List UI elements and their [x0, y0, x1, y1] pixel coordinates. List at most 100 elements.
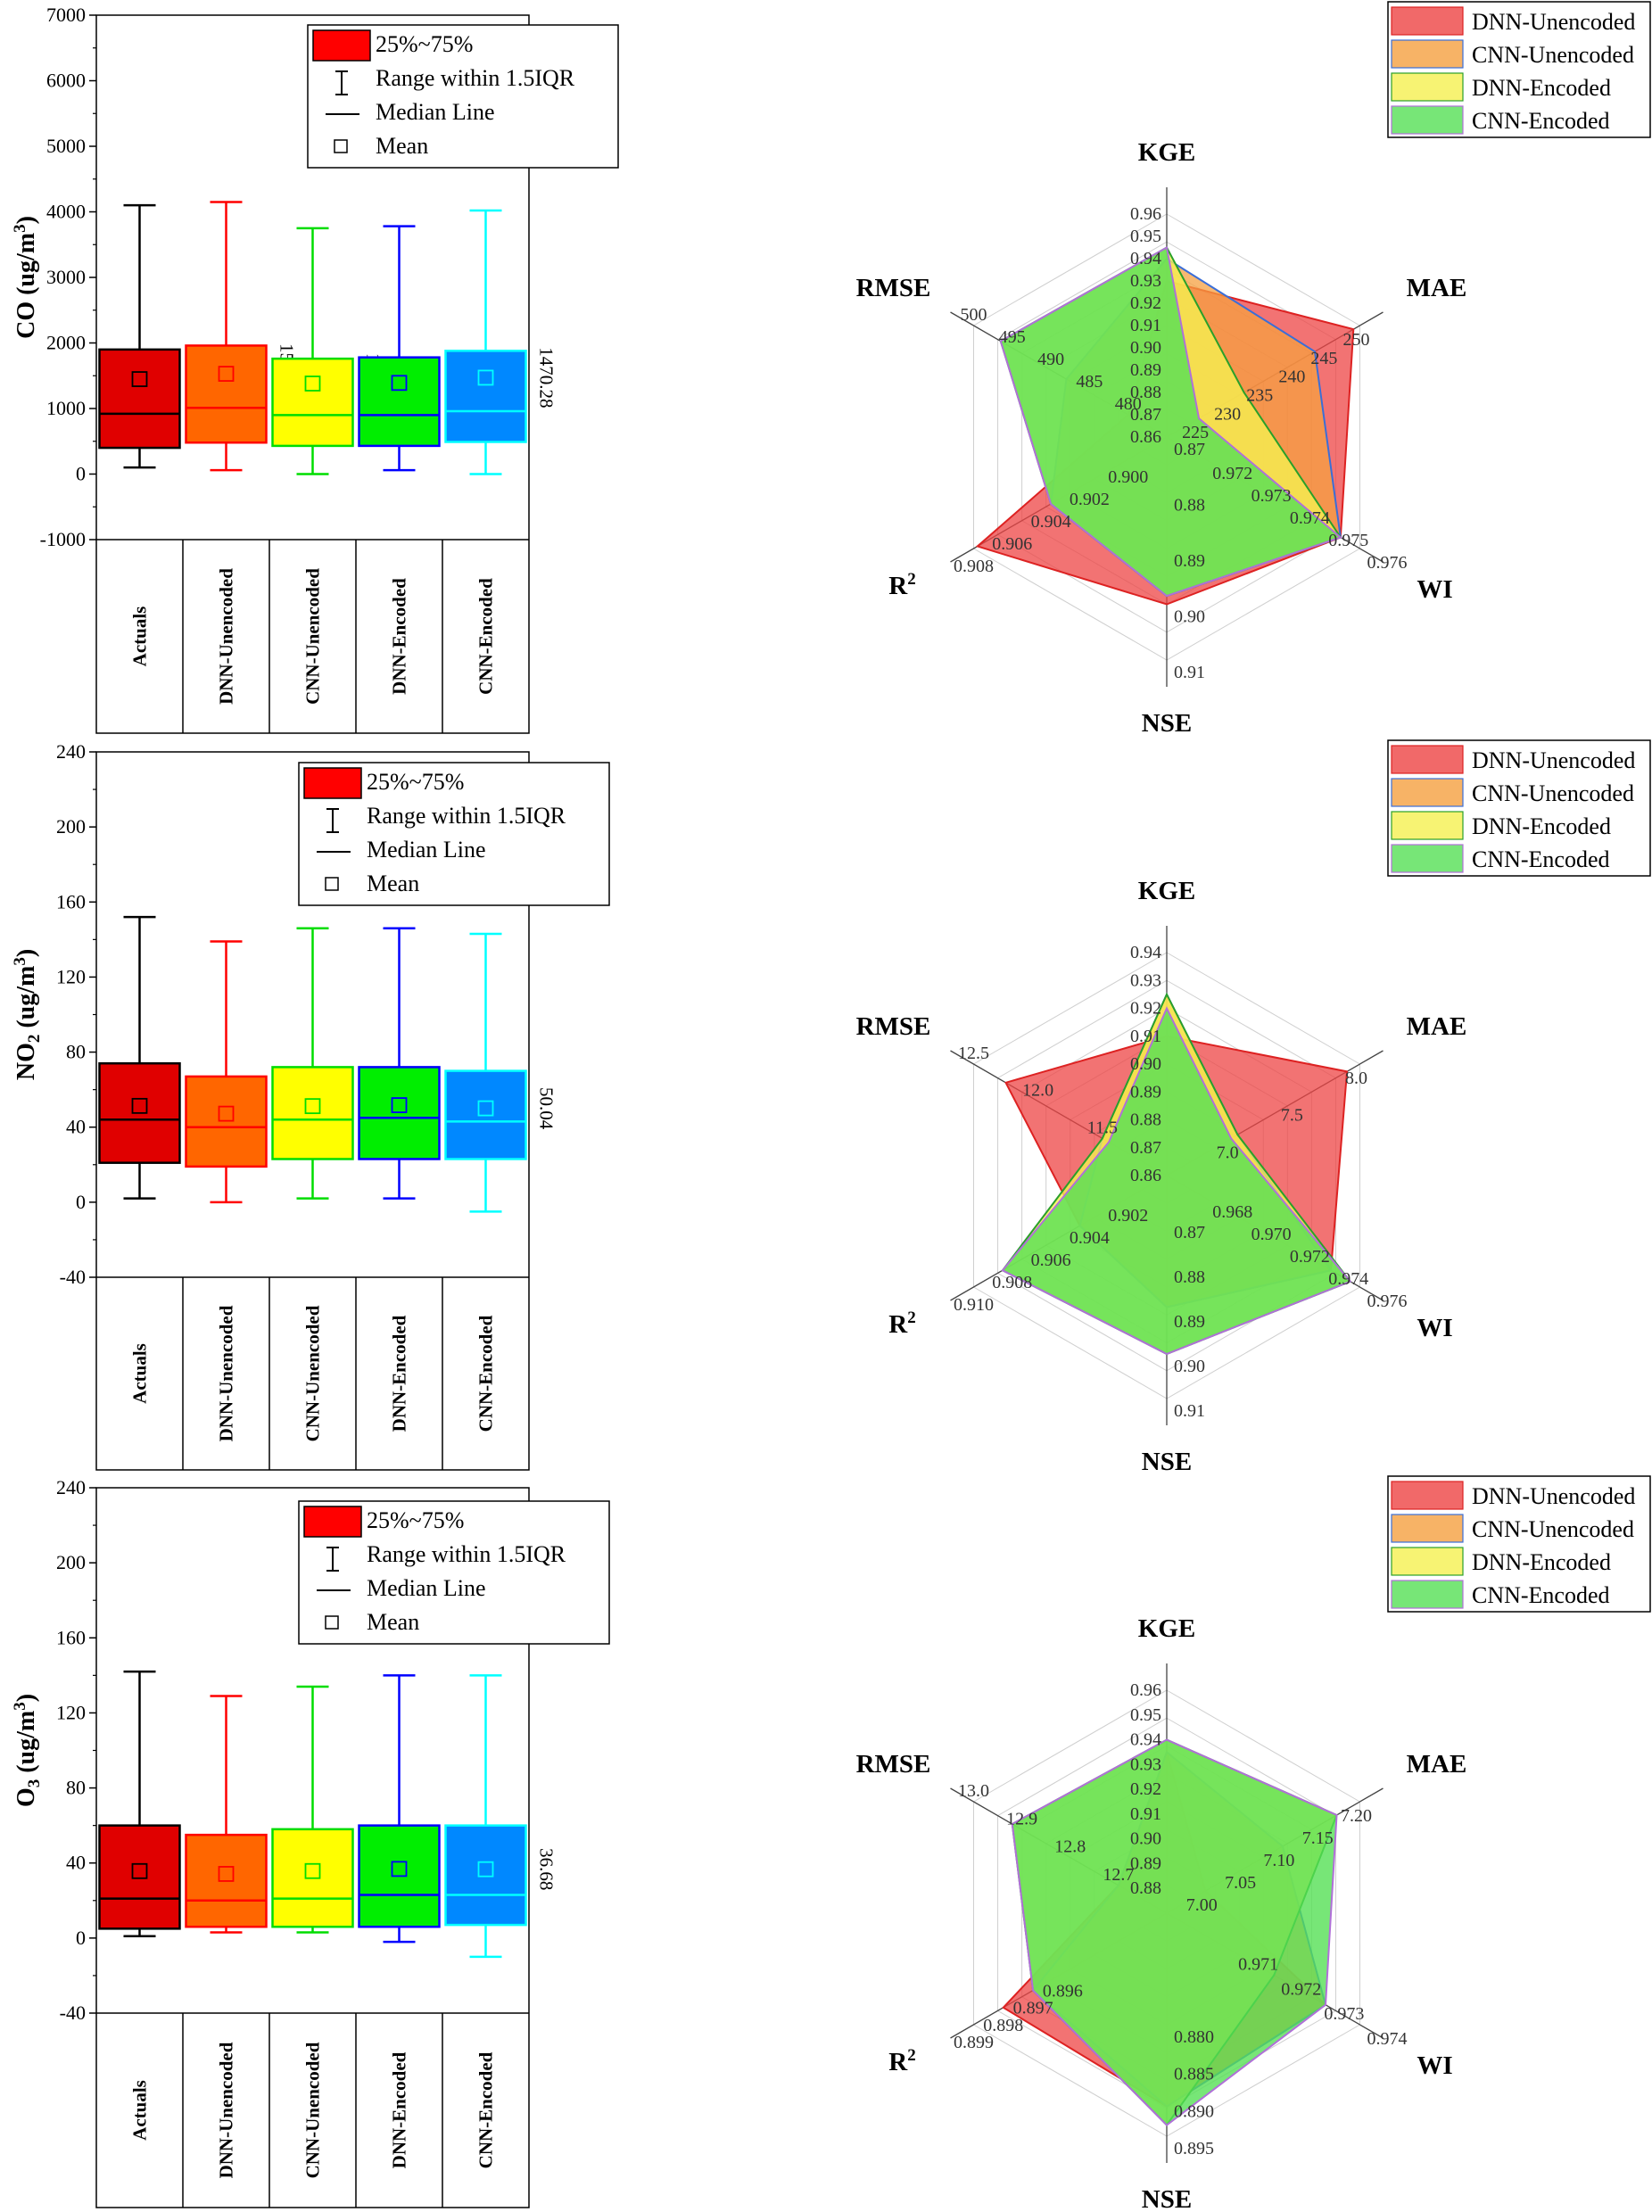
radar-tick-label: 245: [1310, 349, 1337, 368]
legend-mean-label: Mean: [376, 133, 428, 159]
radar-axis-name: WI: [1417, 575, 1452, 604]
radar-axis-name: WI: [1417, 1314, 1452, 1342]
radar-tick-label: 7.10: [1263, 1851, 1294, 1870]
radar-legend: DNN-Unencoded CNN-Unencoded DNN-Encoded CNN…: [1387, 739, 1651, 877]
radar-tick-label: 0.906: [992, 534, 1032, 554]
legend-swatch: [1391, 844, 1464, 873]
radar-tick-label: 0.968: [1212, 1202, 1252, 1222]
radar-legend: DNN-Unencoded CNN-Unencoded DNN-Encoded CNN…: [1387, 1, 1651, 138]
box-DNN-Encoded: [358, 356, 441, 448]
radar-tick-label: 7.05: [1225, 1873, 1256, 1893]
radar-tick-label: 225: [1182, 423, 1209, 442]
legend-label: DNN-Encoded: [1472, 1549, 1611, 1575]
category-label: CNN-Encoded: [475, 1315, 497, 1432]
legend-swatch: [1391, 105, 1464, 135]
y-tick-label: 240: [56, 740, 86, 763]
radar-tick-label: 7.0: [1217, 1143, 1239, 1162]
y-axis-label: O3 (ug/m3): [11, 1694, 44, 1807]
radar-tick-label: 480: [1115, 394, 1142, 414]
plot-frame: [95, 751, 530, 1471]
radar-tick-label: 0.880: [1174, 2027, 1214, 2047]
radar-tick-label: 0.971: [1238, 1955, 1278, 1975]
box-DNN-Unencoded: [185, 344, 268, 444]
category-label: Actuals: [129, 1343, 151, 1404]
mean-marker: [477, 369, 494, 386]
legend-mean-icon: [325, 1615, 339, 1630]
radar-tick-label: 0.91: [1130, 1027, 1161, 1046]
radar-tick-label: 0.94: [1130, 943, 1161, 962]
y-tick-label: 2000: [46, 332, 86, 354]
mean-marker: [391, 375, 408, 392]
legend-swatch: [1391, 1481, 1464, 1510]
y-axis-label: NO2 (ug/m3): [11, 949, 44, 1080]
y-tick-label: 120: [56, 1701, 86, 1723]
radar-tick-label: 490: [1037, 350, 1064, 369]
box-CNN-Unencoded: [271, 1066, 354, 1160]
radar-tick-label: 0.93: [1130, 970, 1161, 990]
legend-label: CNN-Encoded: [1472, 846, 1610, 872]
mean-marker: [477, 1100, 494, 1117]
legend-swatch: [1391, 778, 1464, 807]
mean-marker: [131, 1862, 148, 1879]
y-tick-label: 160: [56, 890, 86, 912]
mean-marker: [391, 1097, 408, 1113]
legend-median-label: Median Line: [367, 837, 486, 863]
category-label: DNN-Encoded: [389, 2051, 410, 2168]
radar-tick-label: 0.90: [1174, 607, 1205, 627]
mean-marker: [304, 1098, 321, 1115]
radar-tick-label: 0.86: [1130, 427, 1161, 447]
radar-tick-label: 0.92: [1130, 999, 1161, 1019]
radar-tick-label: 13.0: [958, 1781, 989, 1801]
box-CNN-Unencoded: [271, 357, 354, 448]
radar-axis-name: R2: [888, 2046, 915, 2076]
radar-series-CNN-Encoded: [999, 245, 1342, 598]
y-tick-label: 120: [56, 965, 86, 987]
y-tick-label: -1000: [40, 528, 86, 550]
boxplot-panel-1: -1000 0 1000 2000 3000 4000 5000 6000 7000 CO (ug…: [11, 4, 619, 734]
legend-whisker-label: Range within 1.5IQR: [367, 1541, 566, 1567]
y-tick-label: 0: [76, 1191, 86, 1213]
legend-swatch: [1391, 39, 1464, 69]
legend-label: DNN-Unencoded: [1472, 747, 1635, 773]
radar-tick-label: 485: [1076, 372, 1103, 392]
radar-tick-label: 0.900: [1108, 467, 1148, 487]
plot-frame: [95, 14, 530, 734]
radar-tick-label: 0.974: [1367, 2029, 1408, 2049]
radar-tick-label: 0.86: [1130, 1166, 1161, 1185]
radar-tick-label: 0.93: [1130, 1754, 1161, 1774]
radar-axis-name: KGE: [1138, 1614, 1195, 1643]
y-tick-label: 7000: [46, 4, 86, 26]
mean-label: 36.68: [536, 1848, 558, 1890]
radar-tick-label: 7.5: [1281, 1106, 1303, 1126]
radar-axis-name: MAE: [1407, 1012, 1467, 1041]
mean-marker: [218, 1866, 235, 1882]
radar-tick-label: 0.93: [1130, 271, 1161, 291]
y-tick-label: 6000: [46, 70, 86, 92]
radar-tick-label: 0.87: [1130, 1138, 1161, 1158]
radar-axis-name: NSE: [1142, 709, 1192, 738]
radar-tick-label: 12.7: [1103, 1865, 1134, 1885]
radar-axis-name: RMSE: [856, 274, 931, 302]
radar-axis-name: NSE: [1142, 2185, 1192, 2212]
radar-tick-label: 0.91: [1130, 1804, 1161, 1824]
radar-tick-label: 0.976: [1367, 1292, 1408, 1311]
category-label: DNN-Unencoded: [216, 2042, 237, 2178]
y-tick-label: 0: [76, 463, 86, 485]
legend-mean-icon: [325, 877, 339, 891]
radar-tick-label: 0.973: [1324, 2004, 1364, 2024]
radar-tick-label: 0.95: [1130, 227, 1161, 246]
radar-tick-label: 0.974: [1328, 1269, 1368, 1289]
radar-tick-label: 0.89: [1174, 1312, 1205, 1332]
radar-tick-label: 0.89: [1130, 1853, 1161, 1873]
box-Actuals: [98, 1824, 181, 1930]
y-tick-label: 5000: [46, 135, 86, 157]
y-axis-label: CO (ug/m3): [11, 216, 40, 339]
radar-tick-label: 12.9: [1006, 1809, 1037, 1828]
radar-axis-name: KGE: [1138, 877, 1195, 905]
radar-tick-label: 0.970: [1251, 1225, 1292, 1244]
legend-median-label: Median Line: [367, 1575, 486, 1601]
legend-label: CNN-Unencoded: [1472, 1516, 1634, 1542]
legend-median-label: Median Line: [376, 99, 495, 125]
legend-mean-label: Mean: [367, 1609, 419, 1635]
radar-tick-label: 0.90: [1130, 1054, 1161, 1074]
